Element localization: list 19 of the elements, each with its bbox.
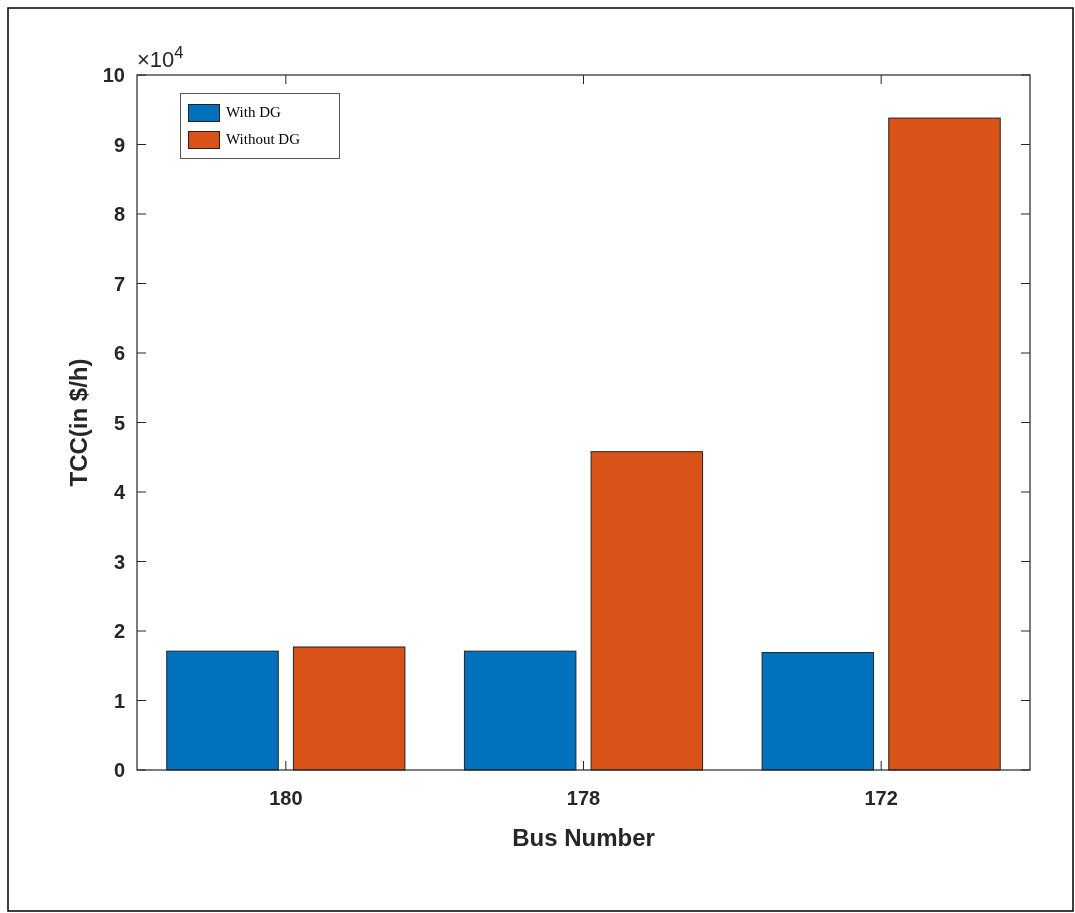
y-tick-label: 6	[113, 342, 125, 364]
x-tick-label: 180	[269, 787, 303, 809]
y-axis-title: TCC(in $/h)	[65, 358, 92, 487]
text: ×10$^{4}$	[137, 43, 184, 72]
x-tick-label: 172	[864, 787, 898, 809]
y-tick-label: 7	[113, 272, 125, 295]
y-tick-label: 0	[113, 759, 125, 781]
y-tick-label: 5	[113, 411, 125, 434]
y-tick-label: 2	[113, 620, 125, 642]
y-tick-label: 3	[113, 550, 125, 573]
x-axis-title: Bus Number	[512, 824, 655, 851]
y-tick-label: 1	[113, 689, 125, 712]
legend-label: Without DG	[226, 131, 300, 148]
legend-label: With DG	[226, 104, 281, 121]
y-tick-label: 8	[113, 203, 125, 225]
x-tick-label: 178	[566, 787, 601, 809]
y-tick-label: 4	[113, 481, 126, 503]
y-tick-label: 10	[102, 64, 125, 86]
y-tick-label: 9	[113, 133, 125, 156]
